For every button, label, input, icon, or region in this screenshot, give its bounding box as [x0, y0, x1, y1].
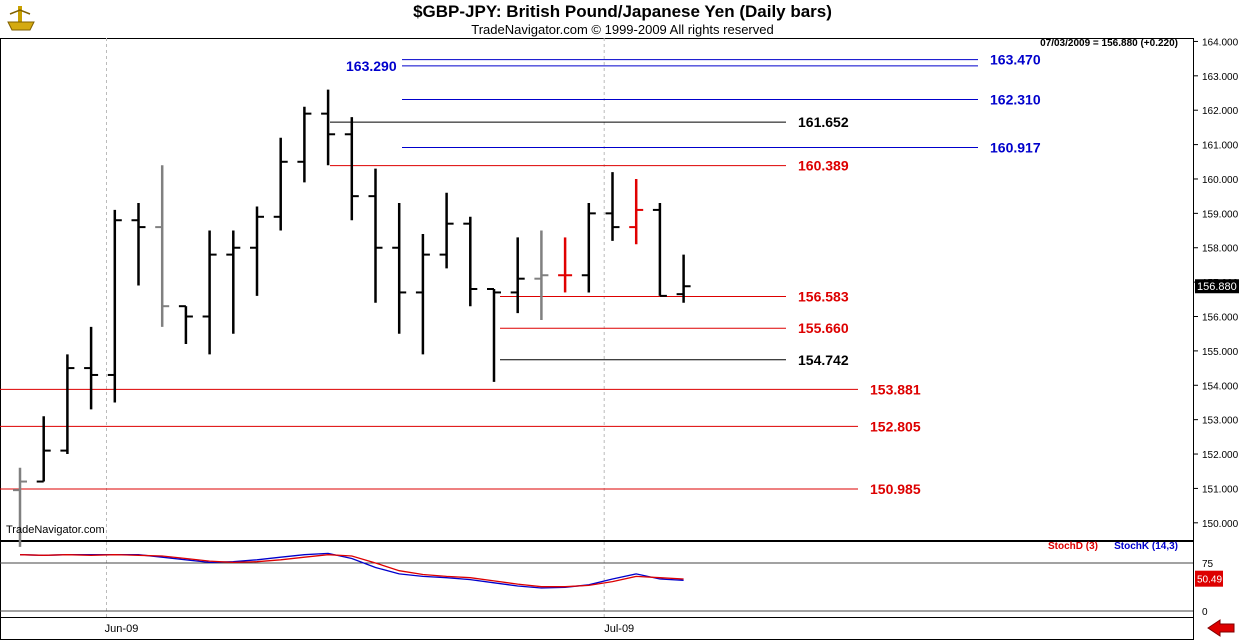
price-panel-frame [0, 38, 1194, 541]
y-tick-label: 162.000 [1202, 106, 1239, 117]
level-label: 150.985 [870, 481, 921, 497]
y-tick-label: 160.000 [1202, 175, 1239, 186]
price-bars [13, 89, 691, 547]
y-tick-label: 159.000 [1202, 209, 1239, 220]
level-label: 160.917 [990, 139, 1041, 155]
y-tick-label: 150.000 [1202, 519, 1239, 530]
stoch-panel-frame [0, 541, 1194, 618]
y-tick-label: 161.000 [1202, 141, 1239, 152]
level-label: 154.742 [798, 352, 849, 368]
gridlines [0, 38, 1194, 640]
stoch-value-box [1195, 570, 1223, 587]
x-tick-label: Jun-09 [105, 623, 139, 635]
brand-label: TradeNavigator.com [6, 524, 105, 536]
x-tick-label: Jul-09 [604, 623, 634, 635]
stoch-value-label: 50.49 [1197, 575, 1222, 586]
date-axis-frame [0, 617, 1194, 640]
last-price-label: 156.880 [1197, 281, 1237, 293]
price-levels: 163.470 163.290 162.310 161.652 160.917 160.3… [0, 52, 1041, 497]
stoch-y-label: 0 [1202, 607, 1208, 618]
y-tick-label: 155.000 [1202, 347, 1239, 358]
y-tick-label: 156.000 [1202, 313, 1239, 324]
stoch-k-line [19, 552, 684, 589]
stoch-y-label: 75 [1202, 559, 1214, 570]
y-tick-label: 163.000 [1202, 72, 1239, 83]
level-label: 153.881 [870, 381, 921, 397]
level-label: 162.310 [990, 92, 1041, 108]
level-label: 152.805 [870, 418, 921, 434]
level-label: 161.652 [798, 114, 849, 130]
scroll-left-arrow-icon [1207, 619, 1235, 637]
last-price-box [1195, 279, 1239, 294]
y-tick-label: 154.000 [1202, 381, 1239, 392]
y-tick-label: 153.000 [1202, 416, 1239, 427]
x-axis: Jun-09 Jul-09 [105, 619, 1235, 637]
stoch-d-legend: StochD (3) [1048, 541, 1098, 552]
level-label: 163.290 [346, 58, 397, 74]
level-label: 160.389 [798, 158, 849, 174]
y-axis: 164.000 163.000 162.000 161.000 160.000 159.0… [1040, 37, 1239, 530]
y-tick-label: 158.000 [1202, 244, 1239, 255]
level-label: 156.583 [798, 288, 849, 304]
stochastic-panel: 75 0 StochD (3) StochK (14,3) 50.49 [0, 541, 1223, 618]
stoch-k-legend: StochK (14,3) [1114, 541, 1178, 552]
trade-navigator-logo-icon [4, 4, 38, 39]
level-label: 155.660 [798, 320, 849, 336]
chart-title: $GBP-JPY: British Pound/Japanese Yen (Da… [413, 2, 832, 21]
chart-subtitle: TradeNavigator.com © 1999-2009 All right… [471, 22, 774, 37]
stoch-d-line [19, 554, 684, 588]
level-label: 163.470 [990, 52, 1041, 68]
y-tick-label: 152.000 [1202, 450, 1239, 461]
last-quote-label: 07/03/2009 = 156.880 (+0.220) [1040, 38, 1178, 49]
y-tick-label: 151.000 [1202, 484, 1239, 495]
y-tick-label: 164.000 [1202, 37, 1239, 48]
